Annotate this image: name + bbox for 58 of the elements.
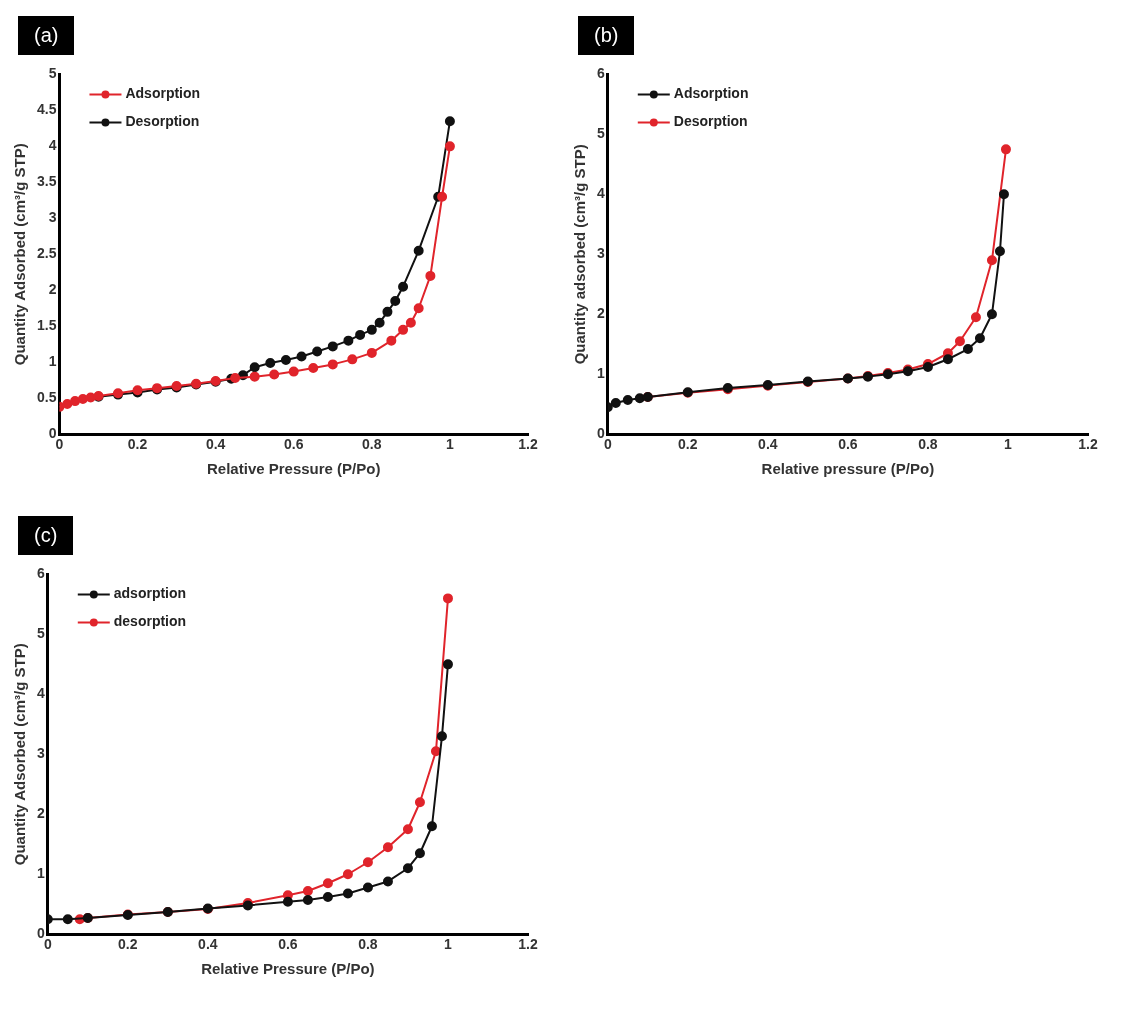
- y-tick-label: 1: [48, 353, 57, 370]
- y-tick-label: 0: [48, 425, 57, 442]
- y-tick-label: 0: [596, 425, 605, 442]
- y-tick-label: 5: [48, 65, 57, 82]
- y-tick-label: 5: [596, 125, 605, 142]
- x-tick-label: 0.4: [758, 436, 778, 453]
- legend-label: Desorption: [125, 113, 200, 130]
- y-tick-label: 2: [48, 281, 57, 298]
- x-tick-label: 0.4: [205, 436, 226, 453]
- y-tick-label: 4.5: [36, 101, 57, 118]
- chart-title: (c): [18, 516, 74, 555]
- x-tick-label: 0.6: [278, 936, 298, 953]
- x-tick-label: 0.2: [678, 436, 698, 453]
- legend-label: Adsorption: [125, 85, 201, 102]
- y-tick-label: 6: [36, 565, 45, 582]
- y-tick-label: 2.5: [36, 245, 57, 262]
- x-tick-label: 0.6: [838, 436, 858, 453]
- x-tick-label: 1.2: [518, 436, 538, 453]
- legend-label: adsorption: [113, 585, 187, 602]
- x-tick-label: 1.2: [1078, 436, 1098, 453]
- y-tick-label: 1: [36, 865, 45, 882]
- legend-label: desorption: [113, 613, 187, 630]
- x-tick-label: 1: [444, 936, 453, 953]
- x-tick-label: 1: [446, 436, 455, 453]
- y-tick-label: 0.5: [36, 389, 57, 406]
- y-tick-label: 4: [36, 685, 45, 702]
- y-tick-label: 2: [36, 805, 45, 822]
- y-tick-label: 3.5: [36, 173, 57, 190]
- x-tick-label: 0.2: [118, 936, 138, 953]
- x-tick-label: 0.6: [284, 436, 304, 453]
- y-axis-title: Quantity Adsorbed (cm³/g STP): [11, 143, 29, 366]
- x-tick-label: 0.2: [127, 436, 148, 453]
- y-axis-title: Quantity Adsorbed (cm³/g STP): [11, 643, 29, 866]
- x-axis-title: Relative Pressure (P/Po): [207, 460, 381, 478]
- y-tick-label: 0: [36, 925, 45, 942]
- x-axis-title: Relative Pressure (P/Po): [201, 960, 375, 978]
- y-tick-label: 4: [596, 185, 605, 202]
- x-tick-label: 1: [1004, 436, 1013, 453]
- chart-title: (b): [578, 16, 635, 55]
- x-axis-title: Relative pressure (P/Po): [761, 460, 935, 478]
- y-tick-label: 1.5: [36, 317, 57, 334]
- y-tick-label: 3: [36, 745, 45, 762]
- x-tick-label: 0.8: [358, 936, 378, 953]
- y-tick-label: 2: [596, 305, 605, 322]
- y-tick-label: 1: [596, 365, 605, 382]
- x-tick-label: 0.8: [918, 436, 938, 453]
- y-tick-label: 5: [36, 625, 45, 642]
- y-tick-label: 3: [48, 209, 57, 226]
- y-axis-title: Quantity adsorbed (cm³/g STP): [571, 144, 589, 365]
- x-tick-label: 0.8: [362, 436, 382, 453]
- y-tick-label: 6: [596, 65, 605, 82]
- y-tick-label: 3: [596, 245, 605, 262]
- legend-label: Desorption: [673, 113, 748, 130]
- y-tick-label: 4: [48, 137, 57, 154]
- x-tick-label: 0.4: [198, 936, 218, 953]
- legend-label: Adsorption: [673, 85, 749, 102]
- chart-title: (a): [18, 16, 75, 55]
- x-tick-label: 1.2: [518, 936, 538, 953]
